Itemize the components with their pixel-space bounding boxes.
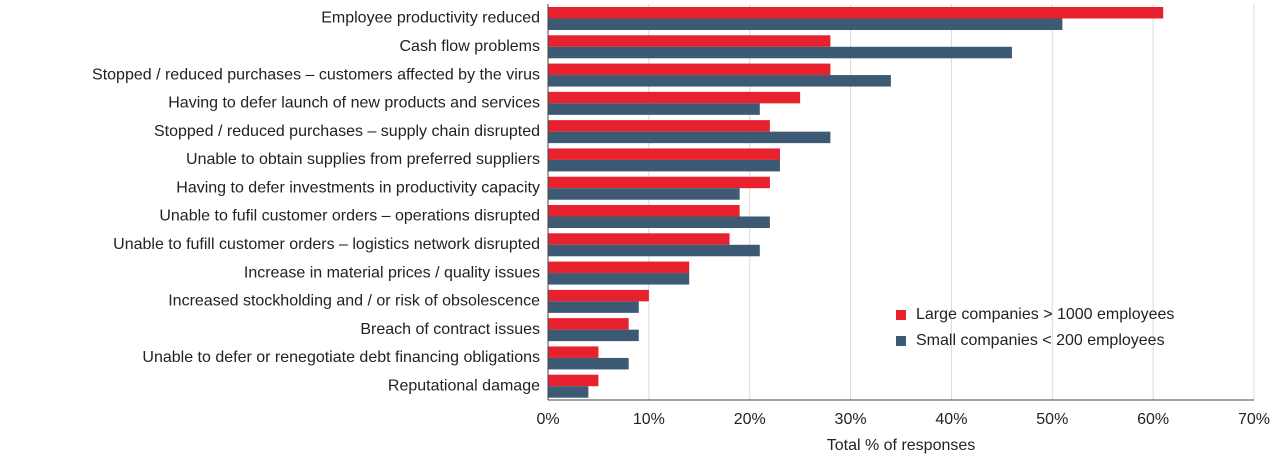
bar (548, 176, 770, 189)
x-tick-label: 70% (1238, 411, 1270, 428)
bar (548, 289, 649, 302)
x-tick-label: 60% (1137, 411, 1169, 428)
bar (548, 188, 740, 200)
bar (548, 386, 589, 398)
y-tick-label: Employee productivity reduced (321, 10, 540, 27)
bar (548, 318, 629, 330)
legend-swatch (896, 310, 906, 320)
bar (548, 18, 1063, 30)
bar (548, 357, 629, 370)
bar (548, 46, 1012, 59)
bar (548, 301, 639, 313)
x-tick-label: 0% (536, 411, 559, 428)
bar (548, 273, 690, 285)
x-tick-label: 20% (734, 411, 766, 428)
x-axis-title: Total % of responses (827, 437, 976, 454)
x-tick-label: 30% (835, 411, 867, 428)
bar (548, 91, 801, 104)
bar (548, 148, 780, 160)
bar (548, 233, 730, 245)
x-tick-label: 40% (935, 411, 967, 428)
bar (548, 261, 690, 274)
y-tick-label: Stopped / reduced purchases – customers … (92, 66, 540, 83)
y-tick-label: Increased stockholding and / or risk of … (168, 293, 540, 310)
y-tick-label: Reputational damage (388, 377, 540, 394)
bar (548, 7, 1164, 19)
y-tick-label: Increase in material prices / quality is… (244, 264, 540, 281)
y-tick-label: Unable to obtain supplies from preferred… (186, 151, 540, 168)
legend-label: Small companies < 200 employees (916, 332, 1165, 349)
x-tick-label: 10% (633, 411, 665, 428)
bar (548, 216, 770, 228)
bar (548, 120, 770, 132)
bar (548, 63, 831, 76)
bar (548, 346, 599, 358)
bar (548, 329, 639, 342)
y-tick-label: Unable to fufill customer orders – logis… (113, 236, 540, 253)
y-tick-label: Stopped / reduced purchases – supply cha… (154, 123, 540, 140)
y-tick-label: Unable to defer or renegotiate debt fina… (142, 349, 540, 366)
bar (548, 244, 760, 257)
legend-swatch (896, 336, 906, 346)
bar (548, 159, 780, 172)
bar (548, 131, 831, 144)
bar (548, 205, 740, 217)
y-tick-label: Unable to fufil customer orders – operat… (159, 208, 540, 225)
y-tick-label: Breach of contract issues (360, 321, 540, 338)
y-tick-label: Having to defer investments in productiv… (176, 179, 540, 196)
y-tick-label: Cash flow problems (400, 38, 541, 55)
legend-label: Large companies > 1000 employees (916, 306, 1174, 323)
bar (548, 75, 891, 87)
bar (548, 374, 599, 387)
bar (548, 103, 760, 115)
bar (548, 35, 831, 47)
y-tick-label: Having to defer launch of new products a… (168, 95, 540, 112)
x-tick-label: 50% (1036, 411, 1068, 428)
